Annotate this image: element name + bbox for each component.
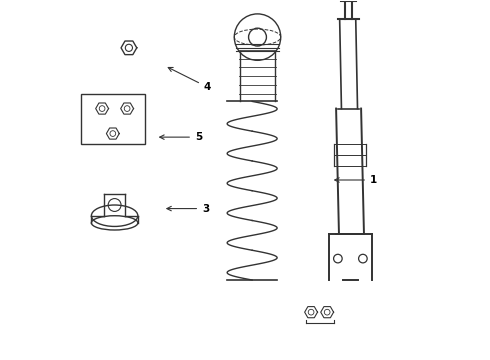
Text: 2: 2	[0, 359, 1, 360]
Text: 4: 4	[168, 67, 211, 92]
Bar	[81, 94, 145, 144]
Text: 1: 1	[335, 175, 377, 185]
Text: 8: 8	[0, 359, 1, 360]
Text: 6: 6	[0, 359, 1, 360]
Text: 3: 3	[167, 203, 209, 213]
Text: 7: 7	[0, 359, 1, 360]
Text: 5: 5	[160, 132, 202, 142]
